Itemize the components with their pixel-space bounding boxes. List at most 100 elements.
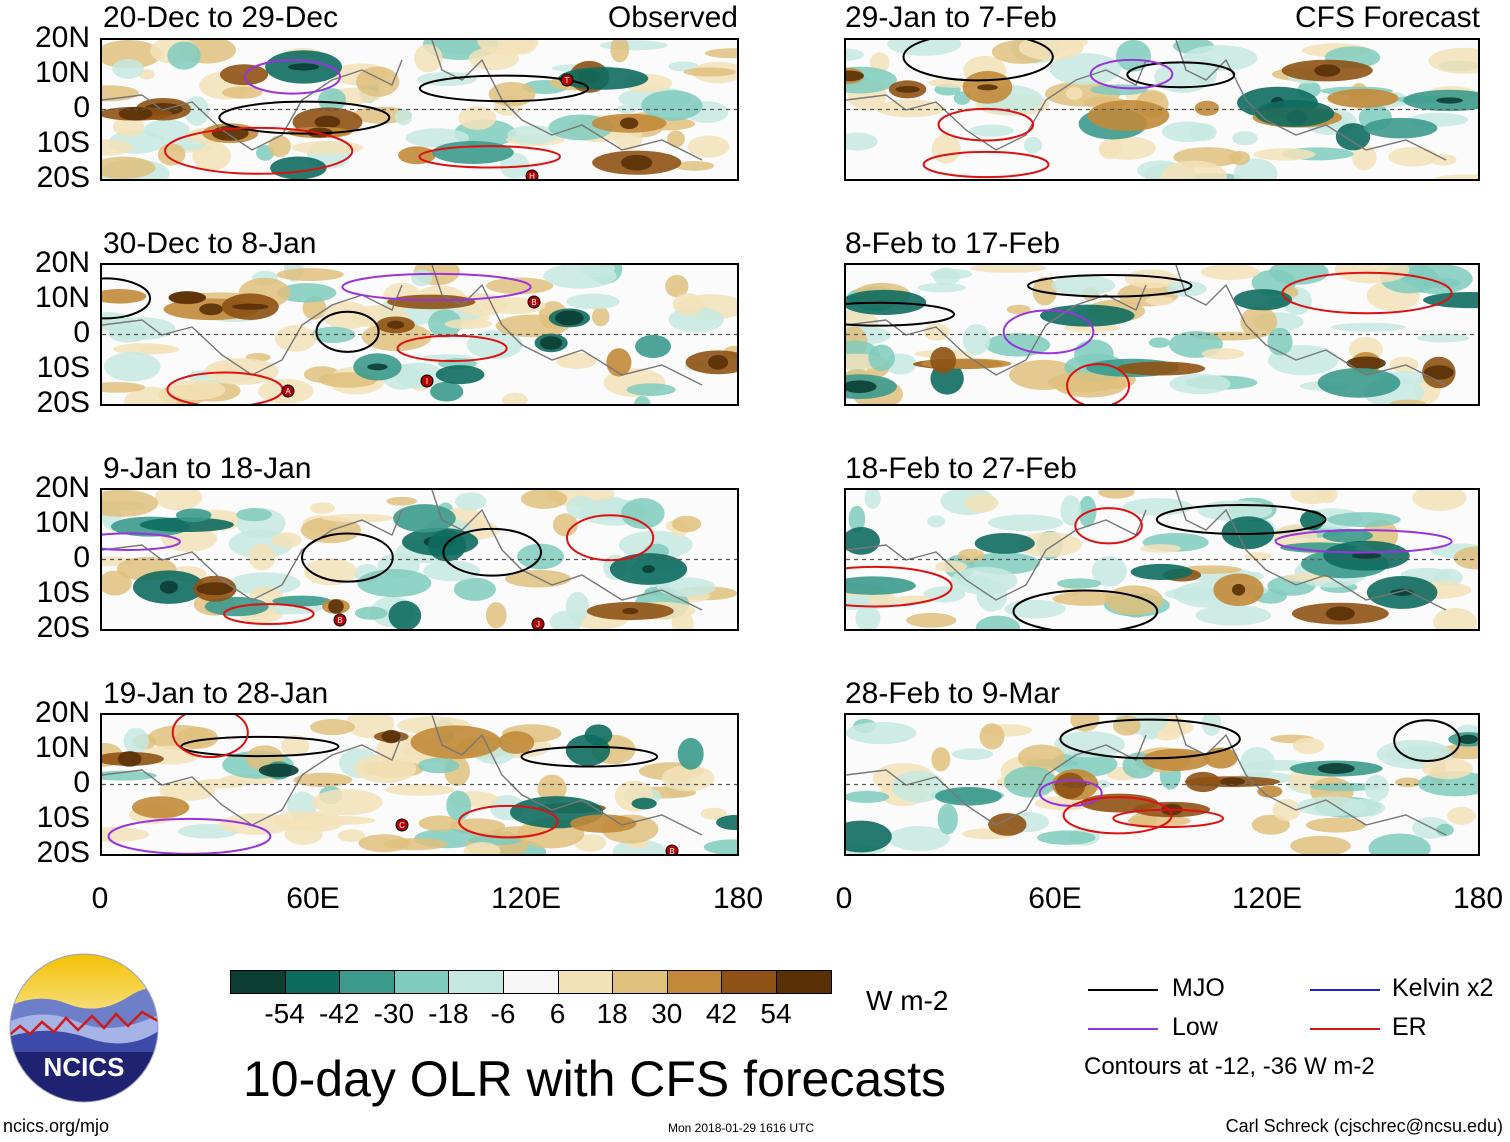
map-panel-8: [844, 713, 1480, 856]
lat-label: 20S: [36, 386, 90, 419]
legend-line-er: [1310, 1028, 1380, 1030]
colorbar-swatch: [612, 970, 668, 994]
panel-title-8: 28-Feb to 9-Mar: [845, 677, 1061, 710]
storm-track-marker: J: [531, 617, 545, 629]
legend-label-low: Low: [1172, 1013, 1218, 1041]
footer-timestamp: Mon 2018-01-29 1616 UTC: [668, 1121, 815, 1135]
storm-track-marker: C: [395, 818, 409, 832]
colorbar-tick-label: 18: [596, 998, 628, 1029]
chart-title: 10-day OLR with CFS forecasts: [243, 1051, 947, 1107]
panel-title-7: 18-Feb to 27-Feb: [845, 452, 1077, 485]
svg-text:T: T: [565, 76, 570, 85]
lat-label: 10S: [36, 126, 90, 159]
map-panel-2: B A I: [100, 263, 739, 406]
lat-label: 10N: [34, 56, 90, 89]
lat-label: 10N: [34, 731, 90, 764]
footer-url[interactable]: ncics.org/mjo: [3, 1116, 110, 1136]
svg-text:B: B: [337, 616, 342, 625]
lat-label: 10S: [36, 351, 90, 384]
colorbar-tick-label: -6: [490, 998, 516, 1029]
colorbar-tick-label: -30: [373, 998, 415, 1029]
lon-label-180-right: 180: [1452, 882, 1504, 915]
colorbar-units: W m-2: [866, 985, 949, 1016]
legend-line-low: [1088, 1028, 1158, 1030]
colorbar-swatch: [339, 970, 395, 994]
colorbar-swatch: [666, 970, 723, 994]
lat-label: 0: [73, 766, 90, 799]
storm-track-marker: B: [333, 613, 347, 627]
lat-label: 0: [73, 91, 90, 124]
colorbar-tick-label: 54: [760, 998, 792, 1029]
lat-label: 20N: [34, 471, 90, 504]
lat-label: 20S: [36, 161, 90, 194]
lat-label: 10S: [36, 576, 90, 609]
panel-title-5: 29-Jan to 7-Feb: [845, 1, 1057, 34]
lat-label: 20N: [34, 21, 90, 54]
storm-track-marker: T: [560, 73, 574, 87]
map-panel-5: [844, 38, 1480, 181]
lat-label: 20S: [36, 836, 90, 869]
footer-author: Carl Schreck (cjschrec@ncsu.edu): [1225, 1116, 1503, 1136]
lon-label-0-left: 0: [91, 882, 109, 915]
colorbar-swatch: [776, 970, 832, 994]
svg-text:I: I: [426, 377, 428, 386]
colorbar-swatch: [448, 970, 504, 994]
lat-label: 20N: [34, 696, 90, 729]
cfs-forecast-label: CFS Forecast: [1294, 1, 1480, 34]
storm-track-marker: I: [420, 374, 434, 388]
svg-text:C: C: [399, 821, 405, 830]
legend-label-er: ER: [1392, 1013, 1427, 1041]
legend-line-mjo: [1088, 989, 1158, 991]
lat-label: 0: [73, 541, 90, 574]
svg-text:H: H: [529, 172, 535, 179]
colorbar-tick-label: -54: [264, 998, 305, 1029]
panel-title-6: 8-Feb to 17-Feb: [845, 227, 1061, 260]
lat-label: 10N: [34, 281, 90, 314]
lat-label: 20S: [36, 611, 90, 644]
colorbar-tick-label: -18: [428, 998, 469, 1029]
legend-line-kelvin: [1310, 989, 1380, 991]
lat-label: 20N: [34, 246, 90, 279]
lon-label-60e-left: 60E: [286, 882, 340, 915]
panel-title-4: 19-Jan to 28-Jan: [103, 677, 329, 710]
svg-text:B: B: [669, 847, 674, 854]
svg-text:A: A: [285, 387, 291, 396]
storm-track-marker: B: [665, 844, 679, 854]
lat-label: 10N: [34, 506, 90, 539]
lon-label-0-right: 0: [835, 882, 853, 915]
logo-text: NCICS: [44, 1052, 125, 1082]
map-panel-7: [844, 488, 1480, 631]
map-panel-6: [844, 263, 1480, 406]
colorbar-swatch: [557, 970, 614, 994]
storm-track-marker: B: [527, 295, 541, 309]
ncics-logo: NCICS: [8, 952, 160, 1104]
legend-contour-note: Contours at -12, -36 W m-2: [1084, 1053, 1375, 1080]
storm-track-marker: H: [525, 169, 539, 179]
legend-label-kelvin: Kelvin x2: [1392, 974, 1494, 1002]
colorbar-swatch: [721, 970, 777, 994]
colorbar-swatch: [230, 970, 286, 994]
lon-label-120e-right: 120E: [1231, 882, 1303, 915]
colorbar-tick-label: 42: [705, 998, 737, 1029]
lon-label-60e-right: 60E: [1028, 882, 1082, 915]
storm-track-marker: A: [281, 384, 295, 398]
colorbar-swatch: [503, 970, 559, 994]
colorbar-tick-label: 30: [651, 998, 683, 1029]
svg-text:J: J: [536, 620, 540, 629]
colorbar-swatch: [284, 970, 341, 994]
colorbar-tick-label: 6: [549, 998, 566, 1029]
legend-label-mjo: MJO: [1172, 974, 1225, 1002]
panel-title-1: 20-Dec to 29-Dec: [103, 1, 339, 34]
lon-label-120e-left: 120E: [490, 882, 562, 915]
svg-text:B: B: [531, 298, 536, 307]
colorbar-swatch: [393, 970, 450, 994]
panel-title-3: 9-Jan to 18-Jan: [103, 452, 312, 485]
panel-title-2: 30-Dec to 8-Jan: [103, 227, 317, 260]
observed-label: Observed: [607, 1, 738, 34]
lat-label: 0: [73, 316, 90, 349]
lat-label: 10S: [36, 801, 90, 834]
lon-label-180-left: 180: [712, 882, 764, 915]
